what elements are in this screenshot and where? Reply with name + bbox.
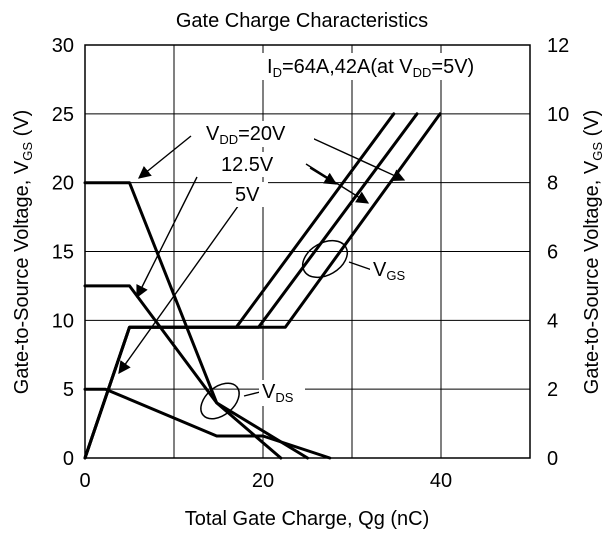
arrow-vdd5-vgs xyxy=(309,167,338,185)
vgs-label: VGS xyxy=(373,259,405,283)
annotation-arrows xyxy=(118,135,406,420)
arrow-vdd20-vgs xyxy=(311,137,406,182)
vdd-20-label: VDD=20V xyxy=(206,123,286,147)
y-tick-label-right: 4 xyxy=(547,310,558,332)
y-axis-label-right: Gate-to-Source Voltage, VGS (V) xyxy=(581,110,605,394)
y-tick-label-left: 30 xyxy=(52,35,74,57)
vgs-leader xyxy=(348,261,373,271)
x-tick-label: 20 xyxy=(252,470,274,492)
conditions-label: ID=64A,42A(at VDD=5V) xyxy=(267,56,474,80)
vds-ellipse xyxy=(200,382,240,420)
vds-bg xyxy=(259,380,305,406)
y-tick-label-left: 5 xyxy=(63,379,74,401)
y-tick-label-right: 12 xyxy=(547,35,569,57)
arrow-vdd125-vgs xyxy=(305,163,370,204)
tick-labels: 0 20 40 0 5 10 15 20 25 30 0 2 4 6 8 10 12 xyxy=(52,35,570,492)
x-tick-label: 40 xyxy=(430,470,452,492)
y-tick-label-right: 2 xyxy=(547,379,558,401)
x-tick-label: 0 xyxy=(79,470,90,492)
x-axis-label: Total Gate Charge, Qg (nC) xyxy=(185,508,430,530)
y-tick-label-left: 0 xyxy=(63,448,74,470)
vds-label: VDS xyxy=(262,381,294,405)
series-line xyxy=(83,284,309,460)
series-line xyxy=(83,112,442,460)
vdd125-bg xyxy=(218,152,280,177)
y-tick-label-left: 10 xyxy=(52,310,74,332)
arrow-vdd20-vds xyxy=(138,135,192,179)
arrow-vdd125-vds xyxy=(136,176,198,299)
arrow-vdd5-vds xyxy=(118,201,242,375)
vdd-5-label: 5V xyxy=(235,184,260,206)
y-tick-label-right: 0 xyxy=(547,448,558,470)
series-line xyxy=(83,181,283,460)
y-tick-label-left: 25 xyxy=(52,104,74,126)
y-tick-label-right: 10 xyxy=(547,104,569,126)
series-line xyxy=(83,387,332,460)
y-tick-label-right: 8 xyxy=(547,173,558,195)
y-tick-label-right: 6 xyxy=(547,242,558,264)
vgs-bg xyxy=(370,258,416,284)
vdd20-bg xyxy=(204,121,314,147)
vdd5-bg xyxy=(232,182,268,207)
y-tick-label-left: 20 xyxy=(52,173,74,195)
vds-leader xyxy=(243,391,261,397)
y-tick-label-left: 15 xyxy=(52,242,74,264)
vgs-ellipse xyxy=(301,239,349,279)
conditions-bg xyxy=(262,53,514,80)
chart-title: Gate Charge Characteristics xyxy=(176,10,428,32)
series xyxy=(83,112,442,460)
vdd-12-5-label: 12.5V xyxy=(221,154,274,176)
y-axis-label-left: Gate-to-Source Voltage, VGS (V) xyxy=(11,110,35,394)
grid xyxy=(85,45,530,458)
